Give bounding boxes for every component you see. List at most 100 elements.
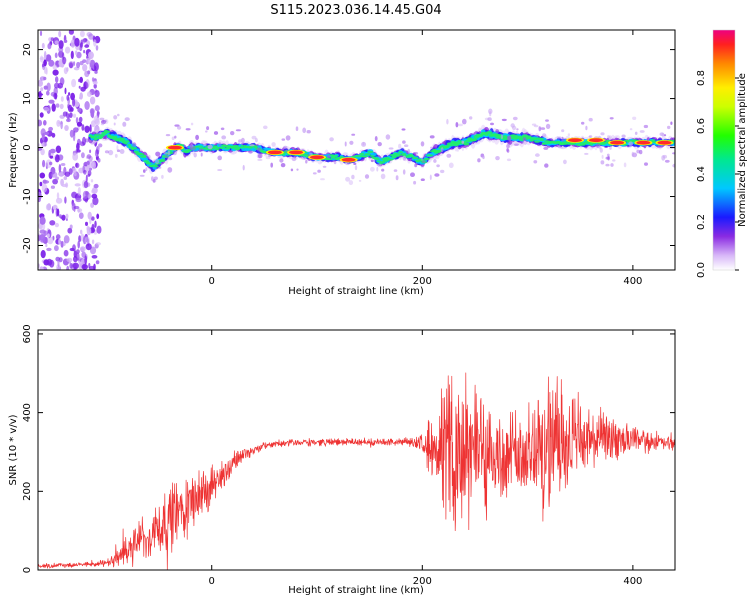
spectrogram-cell [516,128,519,131]
spectrogram-cell [64,196,67,204]
spectrogram-cell [610,163,614,167]
spectrogram-cell [80,229,83,235]
ridge-scatter [88,108,675,186]
spectrogram-cell [285,135,291,141]
spectrogram-cell [502,135,508,138]
spectrogram-cell [96,213,100,220]
colorbar-tick-label: 0.2 [696,214,707,230]
spectrogram-cell [78,116,83,123]
spectrogram-cell [74,37,80,47]
spectrogram-cell [125,140,130,143]
spectrogram-cell [81,152,85,159]
spectrogram-cell [97,145,100,150]
spectrogram-cell [533,125,539,128]
spectrogram-cell [270,162,274,168]
spectrogram-cell [362,155,369,158]
spectrogram-cell [581,121,585,125]
spectrogram-cell [167,167,173,173]
spectrogram-cell [219,146,225,149]
x-tick-label: 400 [623,576,642,587]
spectrogram-cell [667,125,671,130]
spectrogram-cell [301,156,307,160]
spectrogram-cell [601,154,604,159]
spectrogram-cell [588,117,593,122]
spectrogram-cell [281,138,286,141]
y-tick-label: 0 [22,144,33,150]
spectrogram-cell [95,242,102,246]
spectrogram-cell [354,165,358,171]
spectrogram-cell [75,197,82,203]
spectrogram-cell [88,155,93,162]
spectrogram-cell [446,118,449,125]
spectrogram-cell [414,163,418,168]
spectrogram-cell [51,103,56,112]
spectrogram-cell [639,149,643,155]
spectrogram-cell [146,154,151,159]
spectrogram-cell [395,175,399,181]
spectrogram-cell [50,37,55,41]
colorbar-tick-label: 0.6 [696,118,707,134]
spectrogram-cell [91,239,95,245]
spectrogram-cell [370,166,375,172]
spectrogram-cell [306,130,311,134]
spectrogram-cell [145,167,148,171]
spectrogram-cell [89,108,95,115]
spectrogram-cell [94,90,100,98]
spectrogram-cell [106,137,111,140]
spectrogram-cell [74,101,80,108]
spectrogram-cell [90,141,95,145]
spectrogram-cell [52,64,57,70]
spectrogram-cell [224,147,231,150]
spectrogram-cell [174,135,177,139]
spectrogram-cell [164,155,169,158]
spectrogram-cell [446,144,450,148]
colorbar-tick-label: 0.0 [696,262,707,278]
spectrogram-cell [291,156,297,162]
spectrogram-cell [43,50,47,60]
spectrogram-cell [79,92,83,100]
y-tick-label: 20 [22,43,33,56]
spectrogram-cell [160,158,166,162]
spectrogram-cell [39,112,44,118]
spectrogram-cell [64,125,69,131]
spectrogram-cell [138,153,145,156]
spectrogram-cell [79,30,85,38]
spectrogram-cell [104,130,111,134]
spectrogram-cell [387,158,394,161]
spectrogram-cell [429,135,435,139]
peak-core [568,138,582,143]
spectrogram-cell [367,150,374,153]
spectrogram-cell [238,139,243,143]
spectrogram-cell [510,134,517,138]
spectrogram-cell [85,221,88,226]
spectrogram-cell [93,62,99,72]
spectrogram-cell [242,164,245,171]
spectrogram-cell [56,192,60,200]
spectrogram-cell [364,174,370,179]
spectrogram-cell [47,233,50,238]
spectrogram-cell [487,117,492,121]
spectrogram-cell [54,245,59,252]
spectrogram-cell [62,56,67,65]
spectrogram-cell [535,153,540,157]
spectrogram-cell [585,125,588,131]
spectrogram-cell [88,33,94,40]
spectrogram-cell [48,59,55,67]
spectrogram-cell [143,169,146,173]
spectrogram-cell [55,76,59,83]
spectrogram-cell [623,162,627,168]
spectrogram-cell [96,225,102,234]
spectrogram-cell [511,125,517,131]
spectrogram-cell [87,173,91,177]
spectrogram-cell [643,124,649,129]
spectrogram-cell [169,151,174,154]
spectrogram-cell [75,117,79,124]
spectrogram-cell [404,144,409,147]
spectrogram-cell [563,159,567,165]
spectrogram-cell [58,257,63,263]
spectrogram-cell [588,135,593,138]
spectrogram-cell [168,157,173,161]
spectrogram-cell [190,122,194,126]
spectrogram-cell [38,197,41,203]
spectrogram-cell [351,174,355,180]
